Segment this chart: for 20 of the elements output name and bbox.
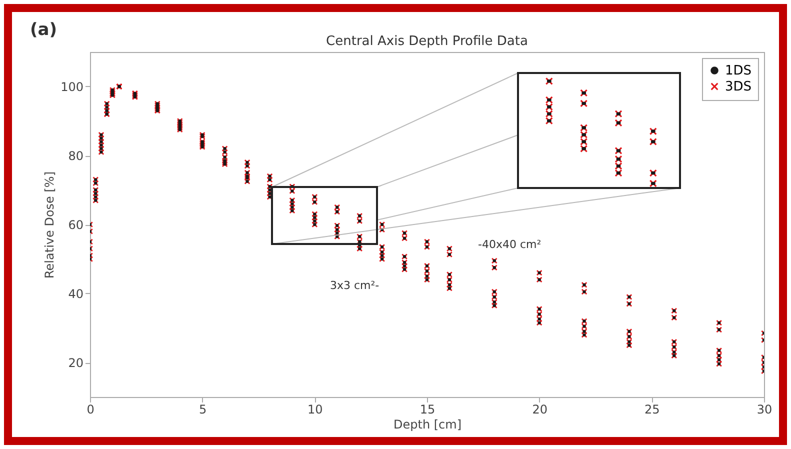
x-tick-label: 25: [644, 402, 660, 416]
x-tick-label: 10: [308, 402, 323, 416]
x-tick-label: 15: [420, 402, 436, 416]
y-tick-label: 60: [68, 218, 84, 232]
y-tick-label: 100: [60, 80, 84, 94]
chart-title: Central Axis Depth Profile Data: [326, 34, 528, 49]
legend-label: 3DS: [725, 80, 752, 94]
y-axis-title: Relative Dose [%]: [42, 171, 57, 279]
x-tick-label: 20: [532, 402, 548, 416]
x-tick-label: 5: [199, 402, 207, 416]
text: (a): [30, 20, 58, 40]
annotation: -40x40 cm²: [478, 238, 542, 251]
legend-label: 1DS: [725, 64, 752, 78]
y-tick-label: 20: [68, 356, 84, 370]
y-tick-label: 80: [68, 149, 84, 163]
x-tick-label: 30: [756, 402, 772, 416]
x-tick-label: 0: [86, 402, 94, 416]
y-tick-label: 40: [68, 287, 84, 301]
x-axis-title: Depth [cm]: [393, 418, 462, 432]
annotation: 3x3 cm²-: [330, 279, 380, 292]
